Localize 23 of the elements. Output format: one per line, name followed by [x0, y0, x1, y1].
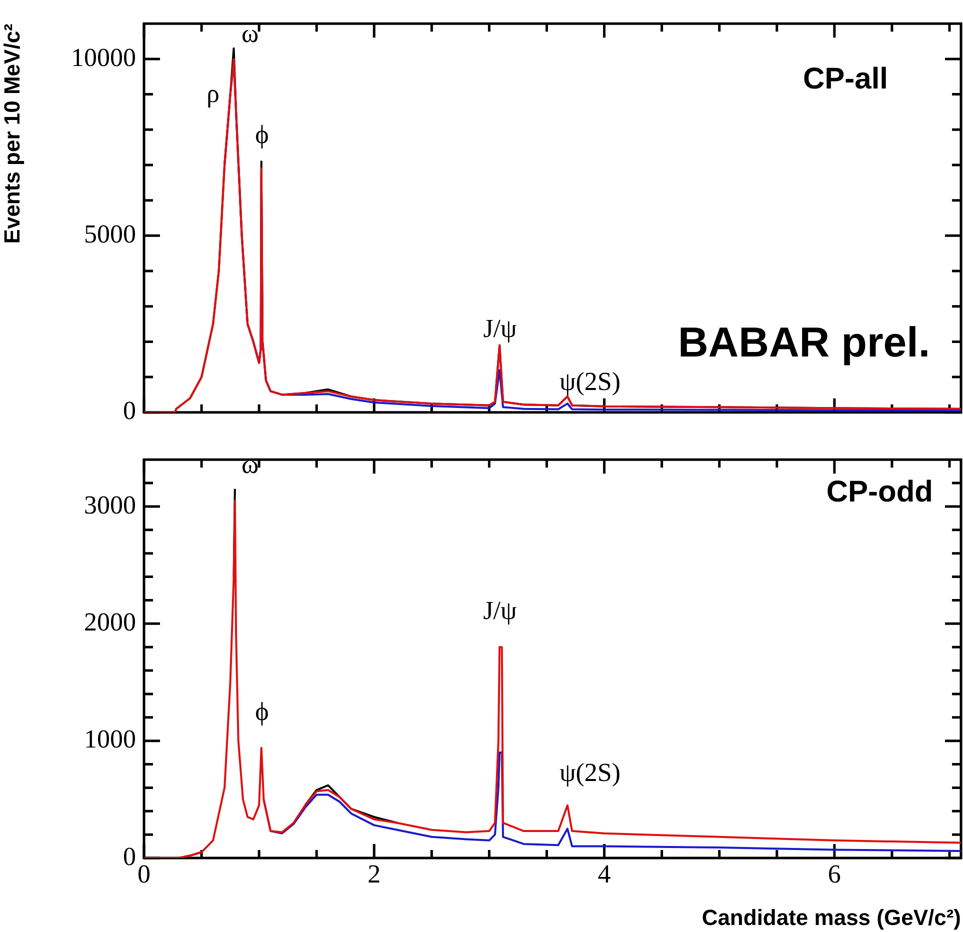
annotation: ψ(2S) — [559, 758, 621, 787]
x-tick-label: 6 — [828, 859, 841, 888]
annotation: J/ψ — [483, 314, 517, 343]
y-tick-label: 2000 — [84, 607, 136, 636]
annotation: CP-all — [802, 62, 888, 96]
annotation: ω — [241, 450, 259, 479]
y-tick-label: 0 — [123, 396, 136, 426]
annotation: ρ — [206, 78, 220, 108]
annotation: CP-odd — [826, 475, 933, 508]
annotation: ψ(2S) — [559, 366, 621, 396]
x-axis-title: Candidate mass (GeV/c²) — [702, 904, 961, 930]
annotation: J/ψ — [483, 596, 517, 625]
annotation: BABAR prel. — [678, 318, 930, 366]
annotation: ϕ — [255, 696, 269, 726]
y-tick-label: 3000 — [84, 490, 136, 520]
y-axis-title: Events per 10 MeV/c² — [0, 24, 24, 244]
x-tick-label: 2 — [368, 859, 381, 888]
y-tick-label: 1000 — [84, 724, 136, 754]
y-tick-label: 10000 — [71, 42, 136, 72]
annotation: ω — [241, 18, 259, 48]
y-tick-label: 5000 — [84, 220, 136, 248]
x-tick-label: 4 — [598, 859, 611, 888]
annotation: ϕ — [255, 120, 269, 149]
